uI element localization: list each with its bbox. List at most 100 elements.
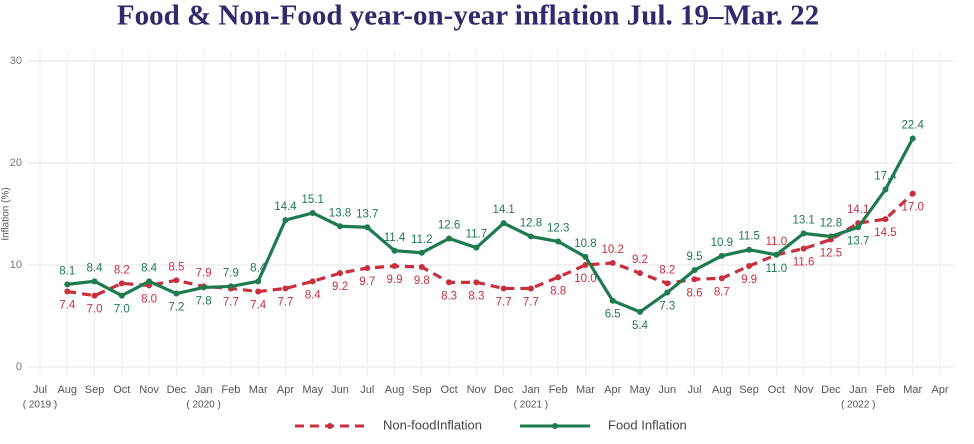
data-label: 7.8 (196, 295, 212, 307)
x-tick-label: Oct (441, 384, 458, 396)
data-label: 8.1 (59, 265, 75, 277)
data-label: 7.7 (277, 296, 293, 308)
legend-marker (327, 423, 333, 429)
data-label: 7.0 (87, 304, 103, 316)
data-label: 10.0 (574, 273, 596, 285)
data-point (855, 224, 862, 231)
x-tick-label: Sep (412, 384, 432, 396)
data-label: 11.4 (384, 232, 406, 244)
data-label: 5.4 (632, 320, 649, 332)
y-tick-label: 10 (10, 259, 22, 271)
x-tick-label: Nov (139, 384, 159, 396)
data-point (118, 280, 125, 287)
data-point (391, 263, 398, 270)
data-label: 11.7 (466, 229, 488, 241)
data-label: 14.1 (847, 204, 869, 216)
data-label: 13.1 (792, 214, 814, 226)
data-label: 7.3 (659, 301, 675, 313)
data-label: 11.0 (766, 263, 788, 275)
y-tick-label: 0 (16, 361, 22, 373)
data-point (800, 245, 807, 252)
data-point (364, 224, 371, 231)
data-point (909, 135, 916, 142)
data-point (146, 278, 153, 285)
data-point (200, 284, 207, 291)
x-tick-label: Nov (794, 384, 814, 396)
data-point (909, 190, 916, 197)
data-point (691, 276, 698, 283)
data-point (718, 252, 725, 259)
x-tick-label: Jan (849, 384, 867, 396)
x-year-label: ( 2020 ) (186, 400, 220, 411)
y-axis-label: Inflation (%) (1, 187, 12, 240)
chart-title: Food & Non-Food year-on-year inflation J… (117, 0, 819, 32)
data-label: 11.2 (411, 234, 433, 246)
x-tick-label: Jul (33, 384, 47, 396)
x-tick-label: Apr (931, 384, 948, 396)
data-point (255, 278, 262, 285)
data-label: 9.8 (414, 275, 430, 287)
data-label: 7.4 (59, 300, 76, 312)
data-point (227, 283, 234, 290)
data-label: 17.0 (902, 202, 924, 214)
x-tick-label: Nov (467, 384, 487, 396)
data-label: 14.5 (874, 227, 896, 239)
data-point (418, 249, 425, 256)
data-point (882, 216, 889, 223)
data-label: 8.4 (141, 262, 158, 274)
data-point (118, 292, 125, 299)
data-point (173, 290, 180, 297)
data-label: 9.9 (741, 274, 757, 286)
data-label: 9.2 (632, 254, 648, 266)
data-point (64, 288, 71, 295)
y-tick-label: 20 (10, 157, 22, 169)
data-label: 22.4 (902, 120, 925, 132)
data-label: 10.8 (574, 238, 596, 250)
data-point (255, 288, 262, 295)
data-label: 9.2 (332, 281, 348, 293)
x-tick-label: Apr (604, 384, 621, 396)
data-point (527, 233, 534, 240)
data-label: 8.2 (659, 264, 675, 276)
data-point (609, 297, 616, 304)
data-point (555, 238, 562, 245)
data-point (473, 279, 480, 286)
data-label: 8.4 (250, 262, 267, 274)
legend-marker (552, 423, 558, 429)
x-tick-label: Dec (821, 384, 841, 396)
data-point (500, 220, 507, 227)
x-tick-label: Oct (768, 384, 785, 396)
data-label: 8.6 (687, 287, 703, 299)
x-tick-label: Dec (167, 384, 187, 396)
data-point (309, 278, 316, 285)
data-label: 10.9 (711, 237, 733, 249)
data-label: 8.8 (550, 285, 566, 297)
data-label: 17.4 (874, 171, 897, 183)
x-tick-label: Jun (331, 384, 349, 396)
data-label: 14.4 (274, 201, 297, 213)
legend-label: Non-foodInflation (383, 417, 482, 432)
data-point (473, 244, 480, 251)
data-point (527, 285, 534, 292)
x-tick-label: Aug (712, 384, 732, 396)
x-tick-label: Mar (576, 384, 595, 396)
data-label: 10.2 (602, 244, 624, 256)
data-point (337, 270, 343, 277)
x-tick-label: Mar (249, 384, 268, 396)
x-tick-label: Apr (277, 384, 294, 396)
data-label: 12.3 (547, 223, 569, 235)
data-point (882, 186, 889, 193)
data-label: 14.1 (492, 204, 514, 216)
data-label: 8.0 (141, 293, 157, 305)
data-point (282, 285, 289, 292)
data-point (691, 267, 698, 274)
x-tick-label: Jul (688, 384, 702, 396)
y-tick-label: 30 (10, 55, 22, 67)
data-label: 7.9 (223, 267, 239, 279)
data-point (609, 259, 616, 266)
data-point (664, 289, 671, 296)
x-tick-label: Aug (57, 384, 77, 396)
data-point (282, 217, 289, 224)
x-tick-label: Mar (903, 384, 922, 396)
x-tick-label: Dec (494, 384, 514, 396)
